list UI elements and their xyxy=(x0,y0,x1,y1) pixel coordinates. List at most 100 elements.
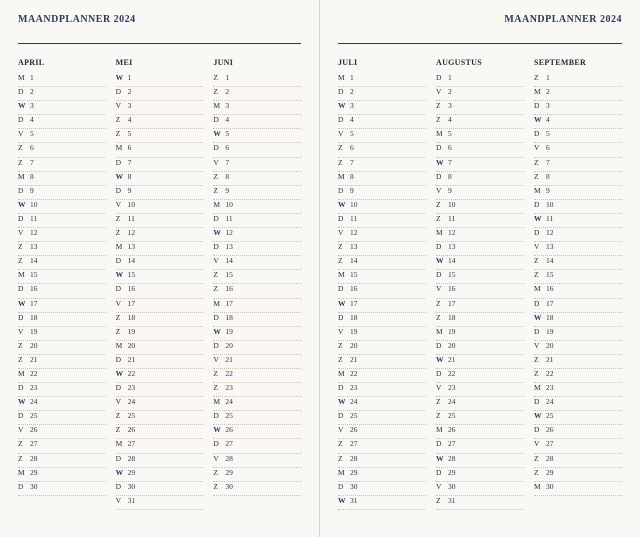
day-number: 15 xyxy=(225,270,239,279)
months-row: APRILM1D2W3D4V5Z6Z7M8D9W10D11V12Z13Z14M1… xyxy=(18,58,301,510)
day-number: 7 xyxy=(225,158,239,167)
day-row: D19 xyxy=(534,327,622,341)
day-number: 29 xyxy=(546,468,560,477)
day-number: 9 xyxy=(30,186,44,195)
day-number: 2 xyxy=(350,87,364,96)
day-number: 23 xyxy=(350,383,364,392)
day-number: 3 xyxy=(546,101,560,110)
day-row: Z23 xyxy=(213,383,301,397)
day-letter: M xyxy=(213,299,225,308)
day-row: D2 xyxy=(116,87,204,101)
day-number: 30 xyxy=(350,482,364,491)
day-row: Z30 xyxy=(213,482,301,496)
day-letter: V xyxy=(534,143,546,152)
day-row: D9 xyxy=(116,186,204,200)
day-letter: Z xyxy=(436,115,448,124)
day-row: Z1 xyxy=(534,73,622,87)
day-row: W10 xyxy=(18,200,106,214)
day-number: 23 xyxy=(448,383,462,392)
day-row: Z17 xyxy=(436,299,524,313)
day-letter: D xyxy=(213,242,225,251)
day-letter: D xyxy=(116,186,128,195)
day-letter: Z xyxy=(436,411,448,420)
day-row: W8 xyxy=(116,172,204,186)
day-number: 7 xyxy=(350,158,364,167)
day-number: 1 xyxy=(350,73,364,82)
day-letter: V xyxy=(436,284,448,293)
day-number: 4 xyxy=(225,115,239,124)
day-number: 29 xyxy=(350,468,364,477)
day-letter: D xyxy=(534,200,546,209)
day-number: 31 xyxy=(448,496,462,505)
day-number: 22 xyxy=(448,369,462,378)
day-row: D28 xyxy=(116,454,204,468)
day-letter: W xyxy=(116,468,128,477)
day-letter: M xyxy=(18,172,30,181)
day-number: 22 xyxy=(546,369,560,378)
month-name: AUGUSTUS xyxy=(436,58,524,67)
day-letter: W xyxy=(18,200,30,209)
day-letter: W xyxy=(116,73,128,82)
day-letter: W xyxy=(213,327,225,336)
day-number: 3 xyxy=(448,101,462,110)
day-letter: M xyxy=(213,397,225,406)
day-row: W17 xyxy=(338,299,426,313)
day-number: 15 xyxy=(448,270,462,279)
day-letter: M xyxy=(18,468,30,477)
day-letter: D xyxy=(534,425,546,434)
day-letter: M xyxy=(116,143,128,152)
day-row: V6 xyxy=(534,143,622,157)
day-letter: V xyxy=(436,87,448,96)
day-row: D4 xyxy=(338,115,426,129)
planner-year: 2024 xyxy=(114,14,136,25)
day-row: M13 xyxy=(116,242,204,256)
day-number: 10 xyxy=(350,200,364,209)
day-number: 16 xyxy=(225,284,239,293)
day-number: 14 xyxy=(225,256,239,265)
day-row: D2 xyxy=(18,87,106,101)
day-number: 3 xyxy=(225,101,239,110)
day-letter: Z xyxy=(116,129,128,138)
day-number: 16 xyxy=(546,284,560,293)
day-number: 21 xyxy=(448,355,462,364)
day-number: 9 xyxy=(128,186,142,195)
day-number: 9 xyxy=(448,186,462,195)
day-number: 11 xyxy=(30,214,44,223)
day-row: W19 xyxy=(213,327,301,341)
day-row: M22 xyxy=(18,369,106,383)
day-row: M24 xyxy=(213,397,301,411)
day-number: 3 xyxy=(30,101,44,110)
day-row: M20 xyxy=(116,341,204,355)
day-row: D5 xyxy=(534,129,622,143)
day-letter: M xyxy=(436,327,448,336)
day-number: 12 xyxy=(30,228,44,237)
day-number: 1 xyxy=(448,73,462,82)
day-number: 10 xyxy=(128,200,142,209)
day-number: 14 xyxy=(30,256,44,265)
day-letter: Z xyxy=(338,454,350,463)
day-number: 20 xyxy=(546,341,560,350)
day-row: D23 xyxy=(338,383,426,397)
day-letter: D xyxy=(436,341,448,350)
day-number: 29 xyxy=(128,468,142,477)
day-row: V7 xyxy=(213,158,301,172)
day-letter: D xyxy=(534,327,546,336)
day-letter: Z xyxy=(534,256,546,265)
day-number: 30 xyxy=(30,482,44,491)
day-row: Z29 xyxy=(213,468,301,482)
day-number: 29 xyxy=(225,468,239,477)
day-letter: M xyxy=(436,228,448,237)
day-number: 24 xyxy=(448,397,462,406)
day-letter: V xyxy=(338,228,350,237)
day-number: 17 xyxy=(350,299,364,308)
day-row: D10 xyxy=(534,200,622,214)
day-number: 20 xyxy=(448,341,462,350)
day-letter: M xyxy=(338,73,350,82)
day-number: 11 xyxy=(128,214,142,223)
day-letter: Z xyxy=(18,439,30,448)
day-letter: Z xyxy=(338,143,350,152)
day-number: 22 xyxy=(128,369,142,378)
day-number: 18 xyxy=(546,313,560,322)
day-letter: D xyxy=(534,299,546,308)
day-letter: Z xyxy=(213,186,225,195)
